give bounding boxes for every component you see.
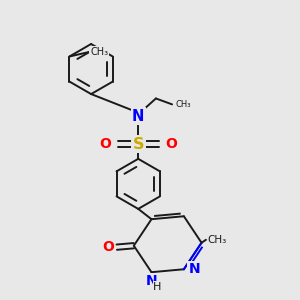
- Text: N: N: [188, 262, 200, 276]
- Text: O: O: [102, 240, 114, 254]
- Text: N: N: [146, 274, 157, 288]
- Text: N: N: [132, 109, 144, 124]
- Text: CH₃: CH₃: [90, 47, 108, 57]
- Text: H: H: [153, 282, 161, 292]
- Text: O: O: [166, 137, 178, 151]
- Text: S: S: [133, 136, 144, 152]
- Text: CH₃: CH₃: [207, 235, 227, 245]
- Text: O: O: [99, 137, 111, 151]
- Text: CH₃: CH₃: [175, 100, 190, 109]
